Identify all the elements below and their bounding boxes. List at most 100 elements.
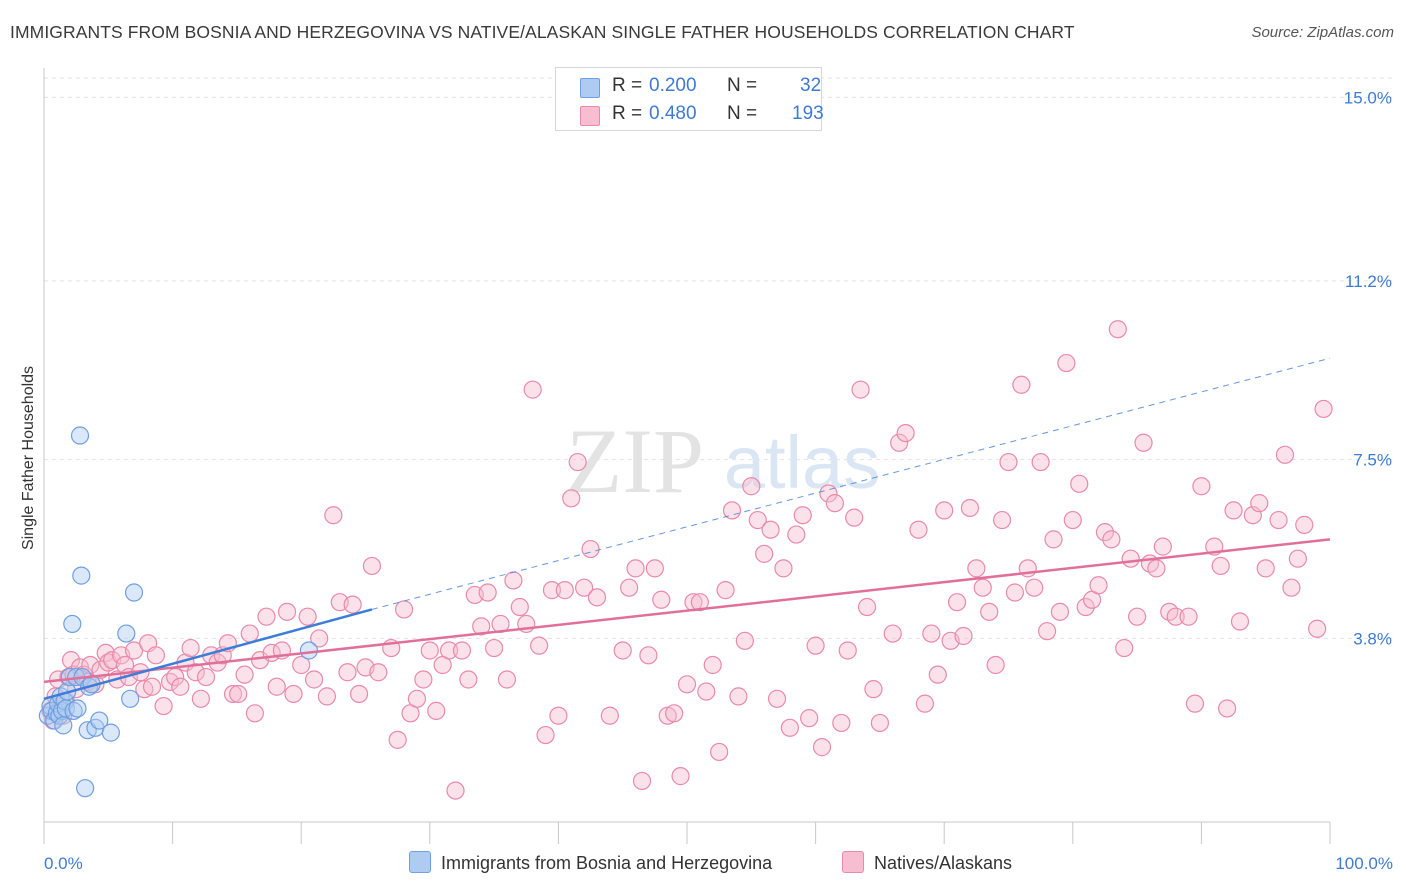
natives-point (806, 636, 825, 655)
legend-r-label: R = (612, 75, 643, 96)
bottom-legend-swatch-natives (842, 851, 864, 873)
natives-point (472, 617, 491, 636)
natives-point (223, 684, 243, 704)
natives-point (787, 525, 806, 544)
natives-point (1166, 607, 1185, 626)
natives-point (142, 677, 162, 696)
legend-r-label: R = (612, 103, 643, 124)
natives-point (703, 655, 722, 675)
natives-point (845, 508, 864, 527)
natives-point (420, 641, 439, 660)
natives-point (1095, 523, 1115, 542)
natives-point (568, 452, 587, 472)
y-tick-label: 15.0% (1344, 88, 1392, 107)
natives-point (825, 494, 844, 513)
natives-point (1230, 612, 1250, 631)
natives-point (446, 781, 465, 800)
natives-point (967, 559, 986, 578)
natives-point (665, 704, 684, 723)
natives-point (1050, 602, 1070, 621)
natives-point (992, 510, 1012, 530)
natives-point (793, 506, 812, 525)
natives-point (1192, 477, 1211, 496)
natives-point (620, 578, 639, 597)
natives-point (1012, 375, 1031, 394)
natives-point (838, 641, 857, 660)
natives-point (1288, 549, 1307, 568)
natives-point (999, 452, 1018, 472)
natives-point (767, 689, 787, 708)
bosnia-trend-extension (371, 357, 1331, 610)
natives-point (235, 665, 254, 684)
natives-point (1057, 353, 1076, 373)
natives-point (716, 581, 735, 600)
natives-point (1134, 433, 1153, 452)
natives-point (485, 638, 504, 658)
natives-point (530, 636, 549, 655)
natives-point (729, 687, 748, 706)
legend-n-label: N = (727, 75, 758, 96)
natives-point (504, 571, 523, 590)
bottom-legend-natives: Natives/Alaskans (842, 851, 1012, 874)
natives-point (1269, 510, 1288, 530)
watermark-zip: ZIP (566, 410, 704, 512)
legend-n-value: 193 (792, 103, 824, 124)
bosnia-point (50, 706, 69, 725)
natives-point (1089, 576, 1108, 595)
natives-point (549, 706, 568, 725)
natives-point (581, 539, 600, 559)
bosnia-point (54, 716, 73, 735)
bosnia-point (45, 711, 64, 730)
trend-lines (43, 357, 1331, 701)
natives-point (600, 706, 619, 725)
natives-point (812, 738, 832, 757)
natives-point (1115, 638, 1134, 658)
natives-point (1250, 494, 1269, 513)
natives-point (632, 771, 652, 791)
natives-point (864, 680, 883, 699)
bottom-legend-bosnia: Immigrants from Bosnia and Herzegovina (409, 851, 772, 874)
natives-point (510, 597, 529, 617)
natives-point (452, 641, 472, 660)
natives-point (1147, 559, 1166, 578)
natives-point (497, 670, 517, 689)
y-tick-label: 3.8% (1353, 629, 1392, 648)
natives-point (851, 380, 870, 399)
natives-point (1275, 445, 1295, 464)
natives-point (710, 742, 729, 762)
natives-point (298, 607, 317, 626)
natives-point (181, 638, 200, 658)
x-tick-label-max: 100.0% (1335, 854, 1393, 873)
natives-point (338, 663, 357, 682)
legend-n-label: N = (727, 103, 758, 124)
data-points (38, 320, 1333, 800)
natives-point (735, 631, 754, 650)
natives-point (542, 581, 562, 600)
bosnia-point (90, 711, 109, 730)
natives-point (761, 520, 780, 539)
source-credit: Source: ZipAtlas.com (1251, 24, 1394, 41)
natives-point (1031, 452, 1050, 472)
natives-point (697, 682, 716, 701)
bosnia-point (72, 566, 91, 585)
natives-point (1218, 699, 1237, 718)
natives-point (324, 506, 343, 525)
bosnia-point (101, 723, 120, 742)
natives-point (575, 578, 594, 597)
legend-swatch-natives (580, 106, 600, 126)
natives-point (928, 665, 947, 684)
natives-point (774, 559, 793, 578)
natives-point (523, 380, 542, 399)
natives-point (954, 626, 973, 646)
natives-point (1108, 320, 1127, 339)
bosnia-point (117, 624, 136, 643)
natives-point (677, 675, 697, 694)
natives-point (980, 602, 999, 621)
natives-point (947, 593, 967, 612)
natives-point (1076, 597, 1095, 617)
watermark-atlas: atlas (724, 421, 880, 504)
natives-point (292, 655, 311, 675)
bottom-legend-swatch-bosnia (409, 851, 431, 873)
y-tick-label: 11.2% (1345, 272, 1392, 291)
legend-r-value: 0.200 (649, 75, 697, 96)
